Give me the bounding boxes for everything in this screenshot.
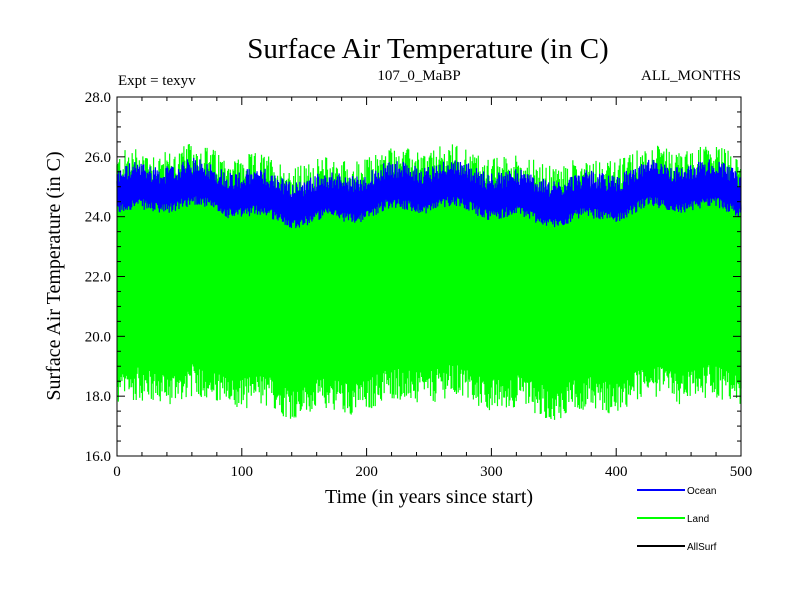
x-tick-label: 400 [605,464,628,480]
ticks-layer: 0 100 200 300 400 500 16.0 18.0 20.0 22.0 24.0 26.0… [85,90,753,480]
experiment-label: Expt = texyv [118,73,196,89]
legend-label-ocean: Ocean [687,486,716,497]
months-label: ALL_MONTHS [641,68,741,84]
y-tick-label: 20.0 [85,329,111,345]
y-tick-label: 26.0 [85,150,111,166]
period-label: 107_0_MaBP [377,68,460,84]
legend: Ocean Land AllSurf [637,486,717,553]
chart-title: Surface Air Temperature (in C) [247,33,608,65]
x-axis-label: Time (in years since start) [325,486,533,508]
y-tick-label: 16.0 [85,449,111,465]
x-tick-label: 0 [113,464,121,480]
legend-label-allsurf: AllSurf [687,542,717,553]
x-tick-label: 300 [480,464,503,480]
x-tick-label: 200 [355,464,378,480]
x-tick-label: 100 [231,464,254,480]
y-tick-label: 22.0 [85,270,111,286]
legend-label-land: Land [687,514,709,525]
series-line-ocean [116,157,742,229]
y-axis-label: Surface Air Temperature (in C) [43,151,65,400]
x-tick-label: 500 [730,464,753,480]
y-tick-label: 18.0 [85,389,111,405]
y-tick-label: 28.0 [85,90,111,106]
series-layer [116,144,742,420]
y-tick-label: 24.0 [85,210,111,226]
